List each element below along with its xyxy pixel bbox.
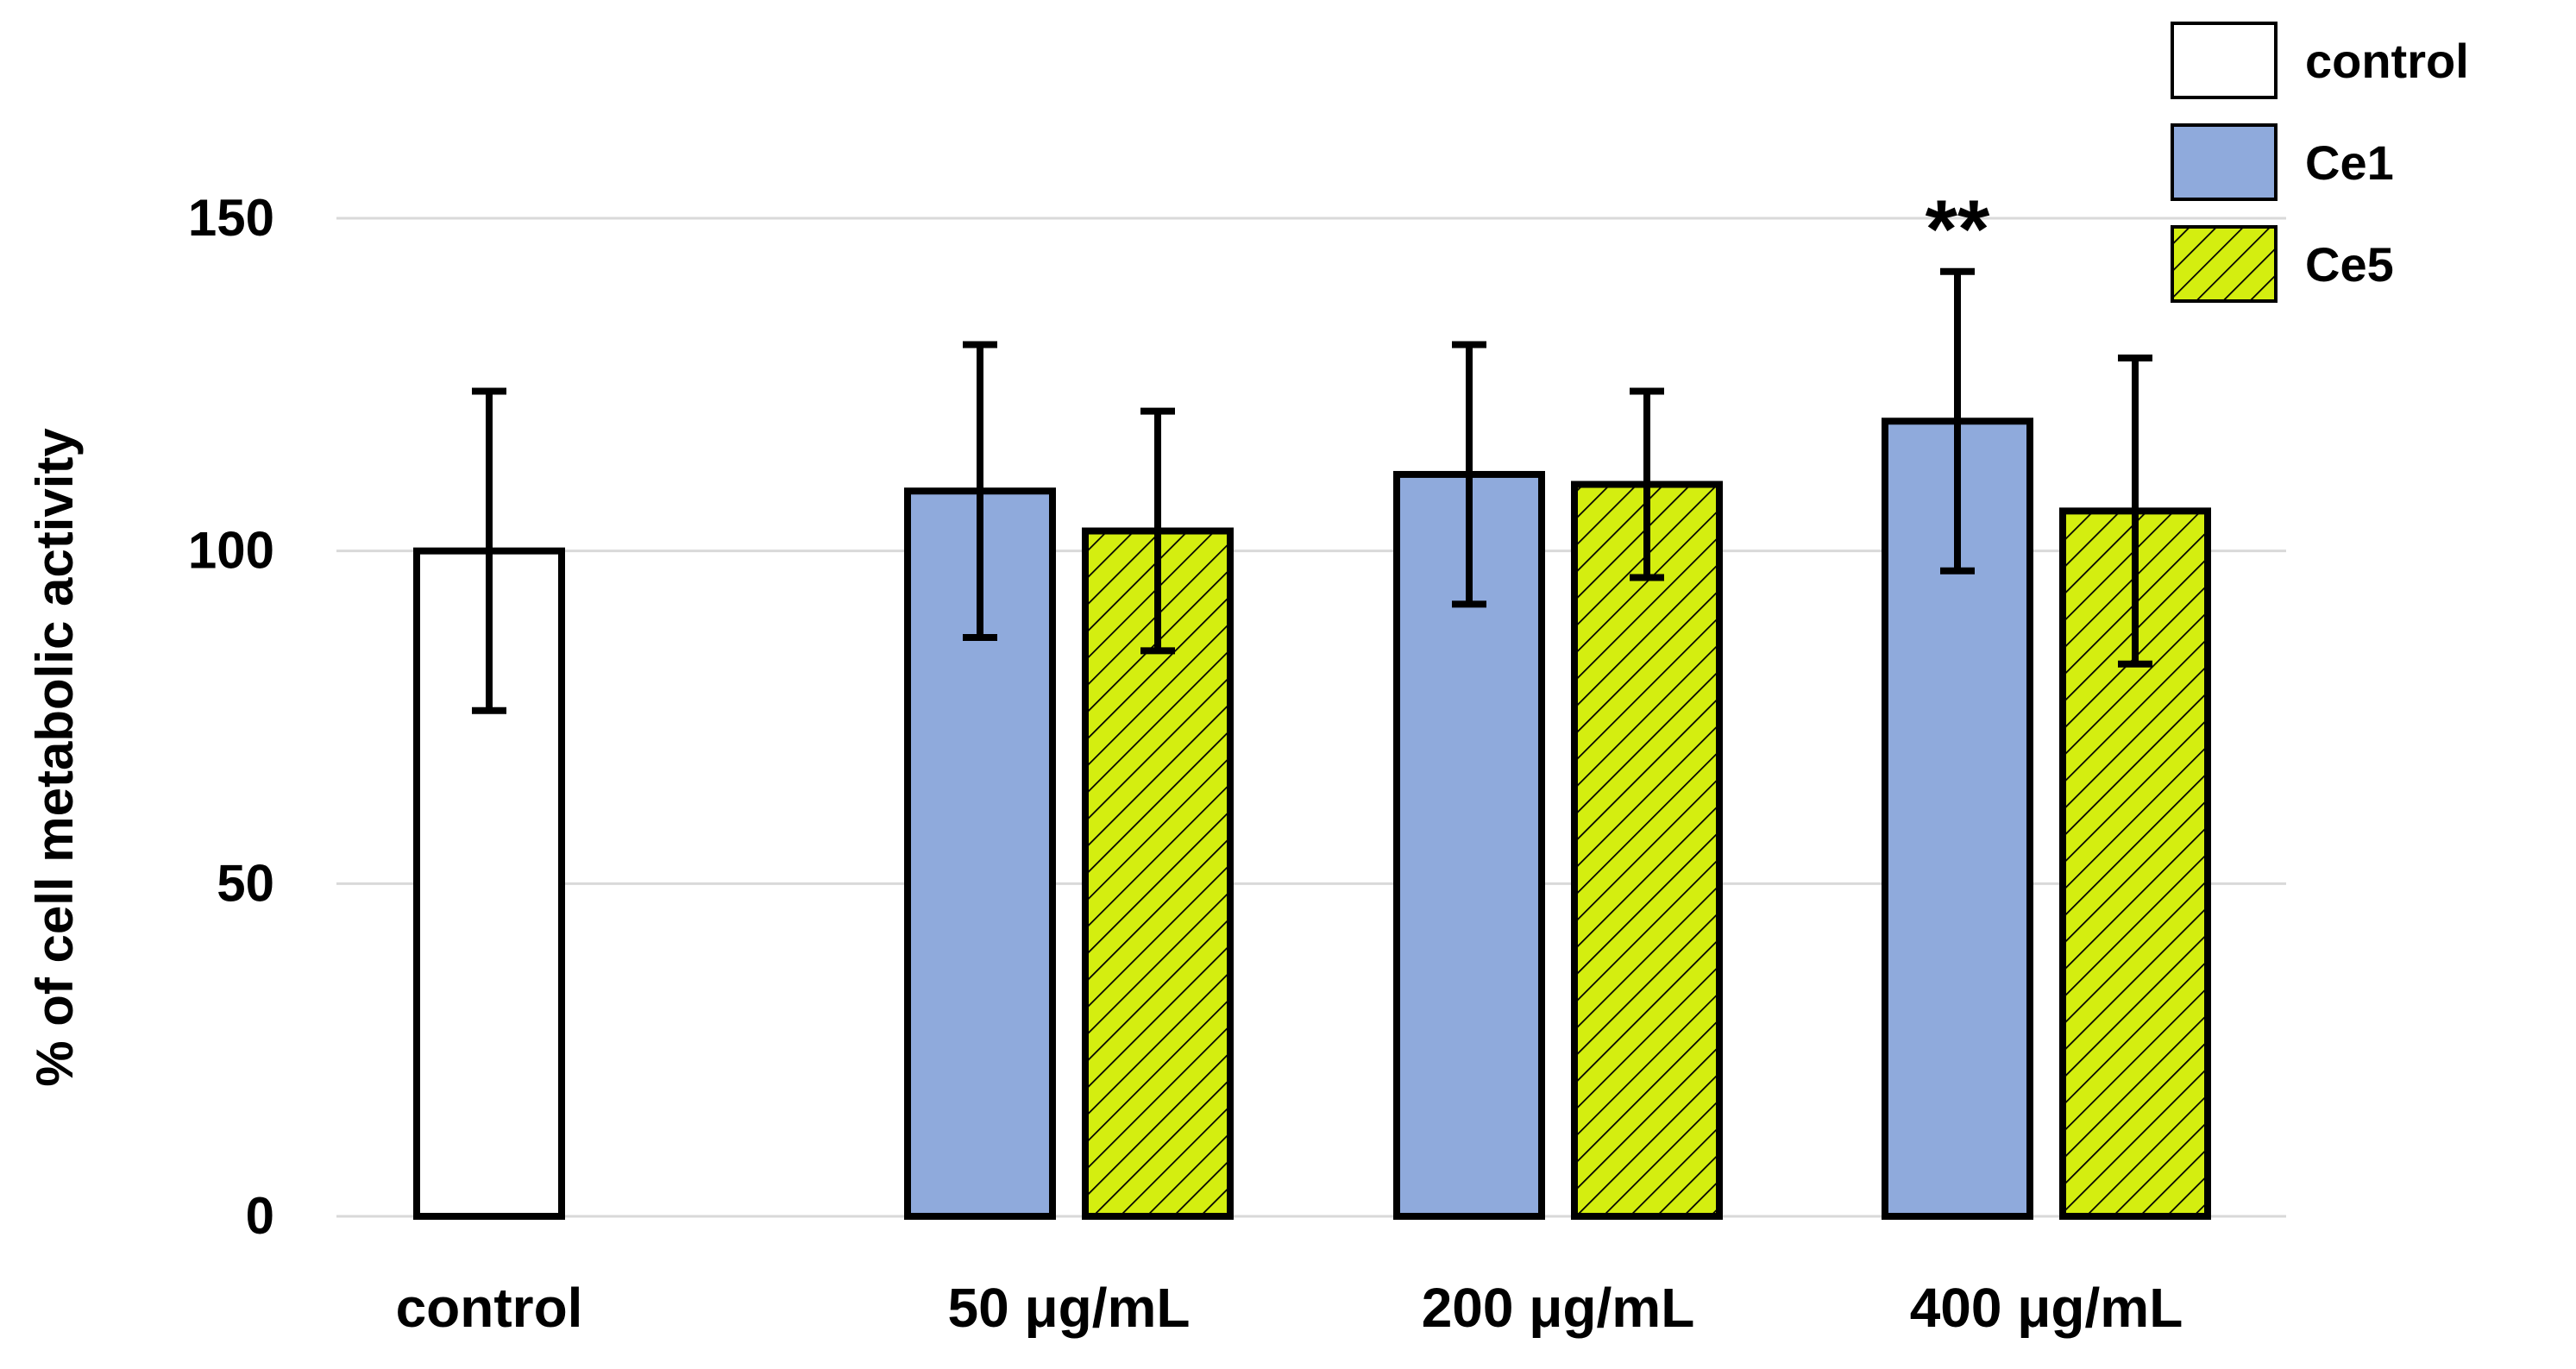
y-axis-label: % of cell metabolic activity — [26, 428, 84, 1087]
legend-swatch — [2171, 225, 2278, 303]
legend-item-ce1: Ce1 — [2171, 123, 2394, 201]
error-bar — [963, 341, 997, 641]
y-axis-ticks: 0 50 100 150 — [188, 189, 274, 1245]
x-category-label: 200 μg/mL — [1422, 1277, 1695, 1339]
error-bar — [1630, 387, 1664, 581]
legend: control Ce1 Ce5 — [2171, 22, 2469, 303]
error-bar — [1140, 407, 1175, 655]
bar-ce5-2 — [1571, 480, 1723, 1220]
legend-label: Ce1 — [2305, 135, 2394, 190]
legend-swatch — [2171, 22, 2278, 99]
legend-label: Ce5 — [2305, 237, 2394, 292]
bars: ** — [413, 184, 2211, 1220]
y-tick-label: 50 — [217, 854, 274, 912]
x-category-label: 50 μg/mL — [948, 1277, 1191, 1339]
error-bar — [472, 387, 506, 714]
y-tick-label: 150 — [188, 189, 274, 247]
x-axis-categories: control 50 μg/mL 200 μg/mL 400 μg/mL — [396, 1277, 2183, 1339]
significance-annotation: ** — [1926, 184, 1990, 276]
error-bar — [1940, 267, 1975, 575]
x-category-label: 400 μg/mL — [1910, 1277, 2183, 1339]
x-category-label: control — [396, 1277, 583, 1339]
y-tick-label: 0 — [246, 1187, 274, 1245]
legend-swatch — [2171, 123, 2278, 201]
legend-item-control: control — [2171, 22, 2469, 99]
y-tick-label: 100 — [188, 522, 274, 580]
error-bar — [1452, 341, 1486, 608]
legend-label: control — [2305, 34, 2469, 88]
error-bar — [2118, 354, 2152, 668]
bar-ce1-3 — [1882, 418, 2033, 1220]
legend-item-ce5: Ce5 — [2171, 225, 2394, 303]
